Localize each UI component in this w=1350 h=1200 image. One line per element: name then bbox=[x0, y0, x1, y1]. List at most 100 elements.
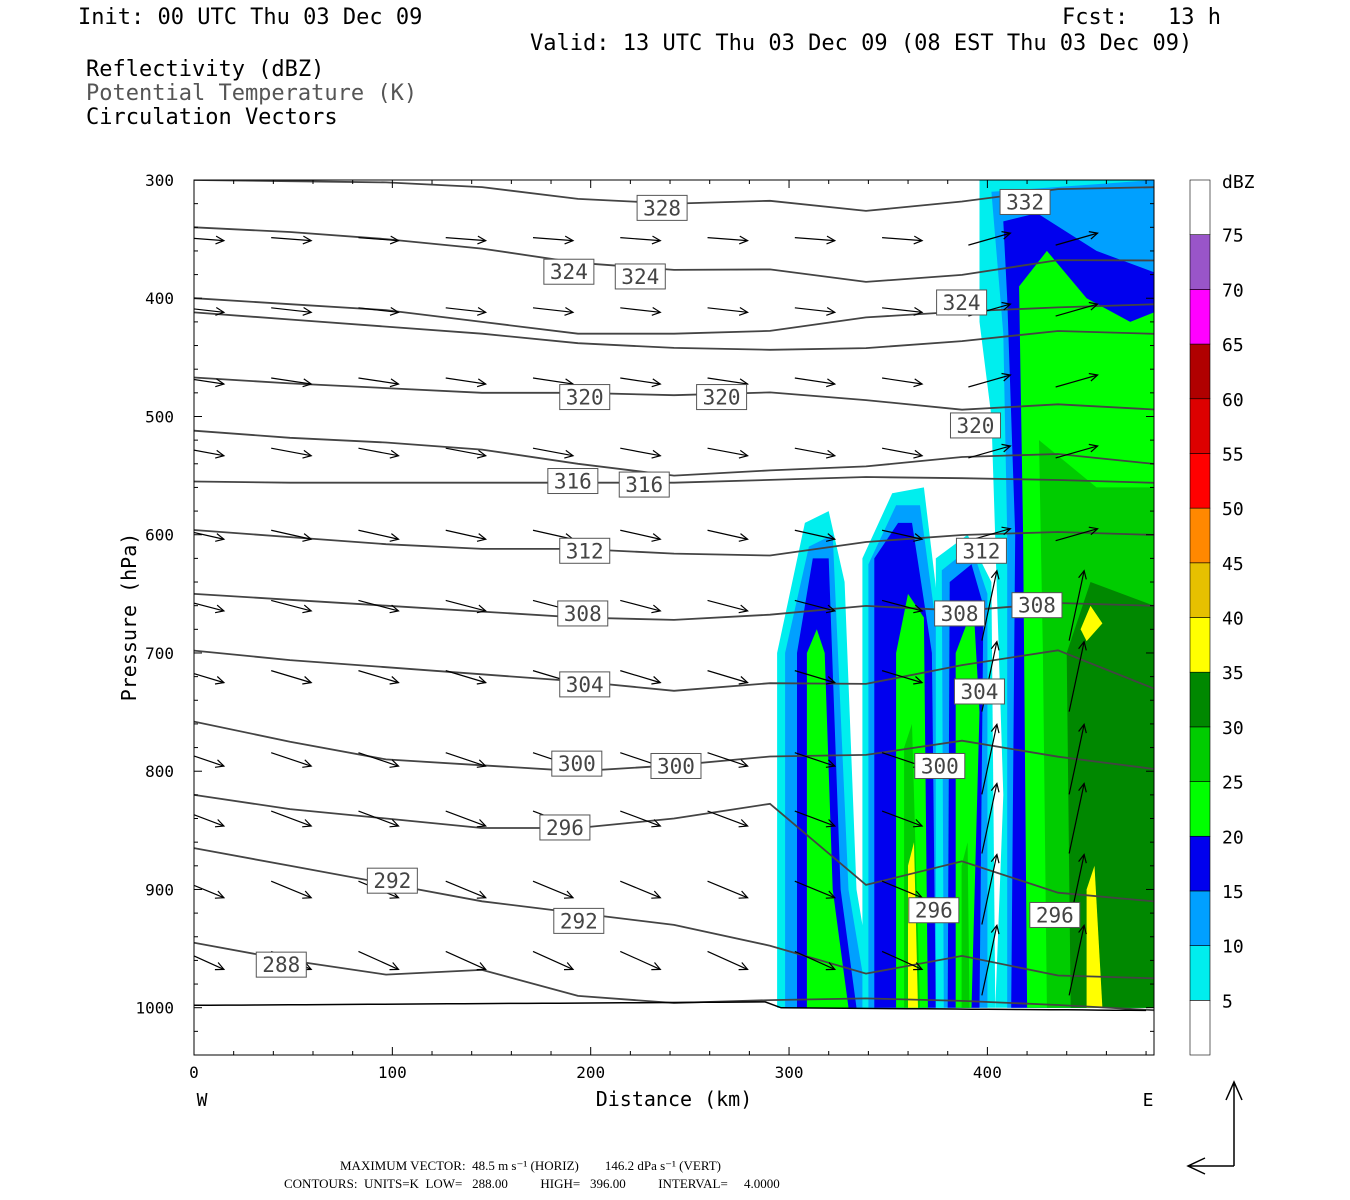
y-tick-label: 800 bbox=[145, 762, 174, 781]
plot-frame bbox=[193, 179, 1155, 1056]
vector-arrowhead bbox=[1078, 640, 1087, 651]
circulation-vector bbox=[707, 599, 748, 612]
vector-arrowhead bbox=[215, 533, 226, 542]
circulation-vector bbox=[445, 752, 486, 767]
vector-arrowhead bbox=[476, 819, 487, 828]
circulation-vector bbox=[271, 529, 312, 540]
vector-arrowhead bbox=[389, 604, 400, 614]
circulation-vector bbox=[794, 880, 836, 899]
contour-label-box bbox=[650, 752, 702, 779]
circulation-vector bbox=[882, 377, 923, 385]
vector-arrowhead bbox=[214, 604, 226, 614]
contour-label-324: 324 bbox=[614, 263, 666, 290]
colorbar-bin bbox=[1189, 234, 1211, 290]
x-tick-label: 400 bbox=[973, 1063, 1002, 1082]
theta-contour-322 bbox=[194, 311, 1154, 351]
contour-label-296: 296 bbox=[539, 814, 591, 841]
vector-arrowhead bbox=[738, 235, 749, 245]
contour-label-box bbox=[696, 384, 748, 411]
y-axis-label: Pressure (hPa) bbox=[117, 533, 141, 702]
colorbar-bin bbox=[1189, 179, 1211, 235]
circulation-vector bbox=[532, 529, 574, 540]
contour-label-box bbox=[949, 412, 1001, 439]
theta-contours bbox=[194, 180, 1154, 1012]
vector-arrowhead bbox=[651, 890, 662, 899]
contour-label-text: 320 bbox=[566, 386, 604, 410]
vector-arrowhead bbox=[1001, 526, 1012, 536]
circulation-vector bbox=[1055, 374, 1098, 388]
x-tick-label: 300 bbox=[775, 1063, 804, 1082]
colorbar-bin bbox=[1189, 617, 1211, 673]
circulation-vector bbox=[794, 752, 836, 767]
theta-contour-324 bbox=[194, 297, 1154, 335]
y-tick-label: 300 bbox=[145, 171, 174, 190]
circulation-vector bbox=[194, 237, 224, 242]
colorbar-bin bbox=[1189, 343, 1211, 400]
circulation-vector bbox=[194, 308, 224, 313]
colorbar-bin bbox=[1189, 781, 1211, 837]
circulation-vector bbox=[532, 377, 574, 385]
vector-arrowhead bbox=[215, 449, 226, 459]
contour-label-text: 332 bbox=[1006, 190, 1044, 214]
vector-arrowhead bbox=[302, 449, 313, 459]
init-time: Init: 00 UTC Thu 03 Dec 09 bbox=[78, 5, 423, 30]
colorbar-level-label: 20 bbox=[1222, 827, 1244, 848]
vector-arrowhead bbox=[476, 604, 488, 614]
circulation-vector bbox=[881, 810, 923, 827]
colorbar-title: dBZ bbox=[1222, 172, 1255, 193]
surface-line bbox=[194, 1001, 1147, 1012]
colorbar-bin bbox=[1189, 945, 1211, 1001]
circulation-vector bbox=[620, 377, 661, 385]
vector-arrowhead bbox=[990, 569, 1000, 580]
colorbar-bin bbox=[1189, 671, 1211, 728]
circulation-vector bbox=[1055, 232, 1098, 246]
vector-arrowhead bbox=[825, 962, 837, 971]
vector-arrowhead bbox=[738, 449, 749, 459]
circulation-vector bbox=[358, 307, 399, 313]
vector-arrowhead bbox=[389, 676, 400, 685]
colorbar-level-label: 65 bbox=[1222, 335, 1244, 356]
theta-contour-296 bbox=[194, 794, 1154, 903]
vector-arrowhead bbox=[389, 533, 400, 542]
vector-arrowhead bbox=[990, 853, 1000, 864]
circulation-vector bbox=[620, 447, 661, 457]
circulation-vector bbox=[358, 529, 399, 540]
circulation-vector bbox=[794, 950, 836, 970]
circulation-vector bbox=[445, 599, 486, 612]
circulation-vector bbox=[532, 950, 574, 970]
contour-label-box bbox=[366, 867, 418, 894]
contour-label-text: 320 bbox=[957, 414, 995, 438]
vector-arrowhead bbox=[1078, 924, 1087, 935]
vector-arrowhead bbox=[1088, 443, 1099, 453]
theta-contour-318 bbox=[194, 429, 1154, 477]
vector-arrowhead bbox=[476, 449, 488, 459]
vector-arrowhead bbox=[302, 533, 313, 542]
circulation-vector bbox=[981, 570, 998, 641]
vector-arrowhead bbox=[476, 759, 487, 768]
field-label-theta: Potential Temperature (K) bbox=[86, 81, 418, 106]
contour-label-text: 324 bbox=[943, 291, 981, 315]
vector-arrowhead bbox=[990, 640, 1000, 651]
colorbar-bin bbox=[1189, 835, 1211, 892]
colorbar-level-label: 75 bbox=[1222, 226, 1244, 247]
circulation-vector bbox=[445, 950, 486, 970]
vector-arrowhead bbox=[1001, 301, 1012, 311]
circulation-vector bbox=[794, 377, 835, 385]
vector-arrowhead bbox=[825, 533, 837, 542]
contour-label-box bbox=[1011, 592, 1063, 619]
contour-label-text: 324 bbox=[550, 260, 588, 284]
contour-label-292: 292 bbox=[366, 867, 418, 894]
contour-label-text: 292 bbox=[560, 909, 598, 933]
contour-label-312: 312 bbox=[955, 537, 1007, 564]
vector-arrowhead bbox=[389, 235, 400, 245]
vector-arrowhead bbox=[738, 676, 749, 685]
circulation-vector bbox=[882, 237, 923, 242]
vector-arrowhead bbox=[1001, 372, 1012, 382]
east-echo-35dbz-core bbox=[1080, 605, 1103, 642]
vector-arrowhead bbox=[1001, 231, 1012, 240]
vector-arrowhead bbox=[214, 819, 226, 828]
circulation-vector bbox=[620, 810, 661, 827]
contour-label-304: 304 bbox=[559, 671, 611, 698]
colorbar-level-label: 30 bbox=[1222, 718, 1244, 739]
valid-time: Valid: 13 UTC Thu 03 Dec 09 (08 EST Thu … bbox=[530, 31, 1193, 56]
